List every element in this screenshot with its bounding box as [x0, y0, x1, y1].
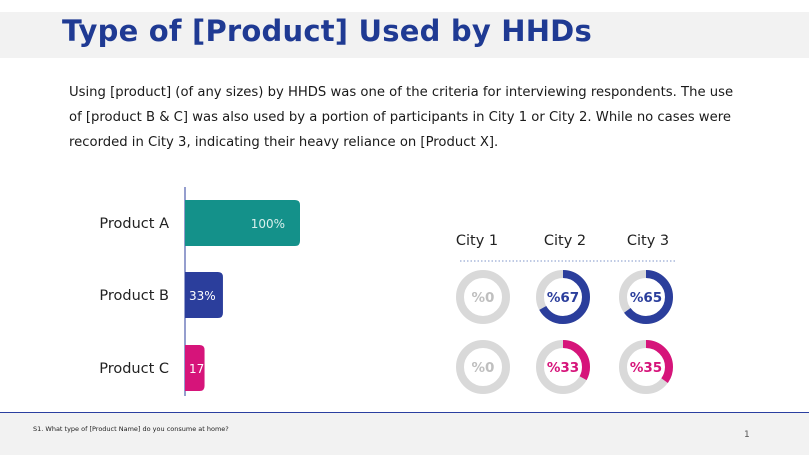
bar-value-label: 33%: [189, 289, 216, 303]
footer-band: [0, 412, 809, 455]
footnote: S1. What type of [Product Name] do you c…: [33, 425, 229, 433]
donut-value-label: %0: [472, 360, 495, 376]
city-header: City 1: [456, 233, 498, 249]
bar-category-label: Product A: [99, 216, 169, 232]
bar-value-label: 100%: [251, 217, 285, 231]
donut-arc: [536, 270, 590, 324]
page-number: 1: [744, 430, 750, 440]
city-header: City 2: [544, 233, 586, 249]
bar-category-label: Product B: [99, 288, 169, 304]
donut-arc: [536, 340, 590, 394]
donut-track: [456, 340, 510, 394]
donut-track: [456, 270, 510, 324]
donut-value-label: %33: [547, 360, 579, 376]
donut-value-label: %35: [630, 360, 662, 376]
donut-arc: [619, 340, 673, 394]
bar: [185, 200, 300, 246]
donut-value-label: %67: [547, 290, 579, 306]
city-header: City 3: [627, 233, 669, 249]
donut-grid: City 1 City 2 City 3 %0 %67 %65 %0 %33 %35: [456, 233, 677, 394]
bar-chart: Product A 100% Product B 33% Product C 17%: [99, 187, 300, 396]
donut-arc: [619, 270, 673, 324]
page-title: Type of [Product] Used by HHDs: [62, 14, 592, 48]
bar-value-label: 17%: [189, 362, 216, 376]
donut-value-label: %0: [472, 290, 495, 306]
intro-paragraph: Using [product] (of any sizes) by HHDS w…: [69, 85, 734, 150]
title-band: [0, 12, 809, 58]
bar: [185, 345, 205, 391]
bar-category-label: Product C: [99, 361, 169, 377]
donut-value-label: %65: [630, 290, 662, 306]
bar: [185, 272, 223, 318]
